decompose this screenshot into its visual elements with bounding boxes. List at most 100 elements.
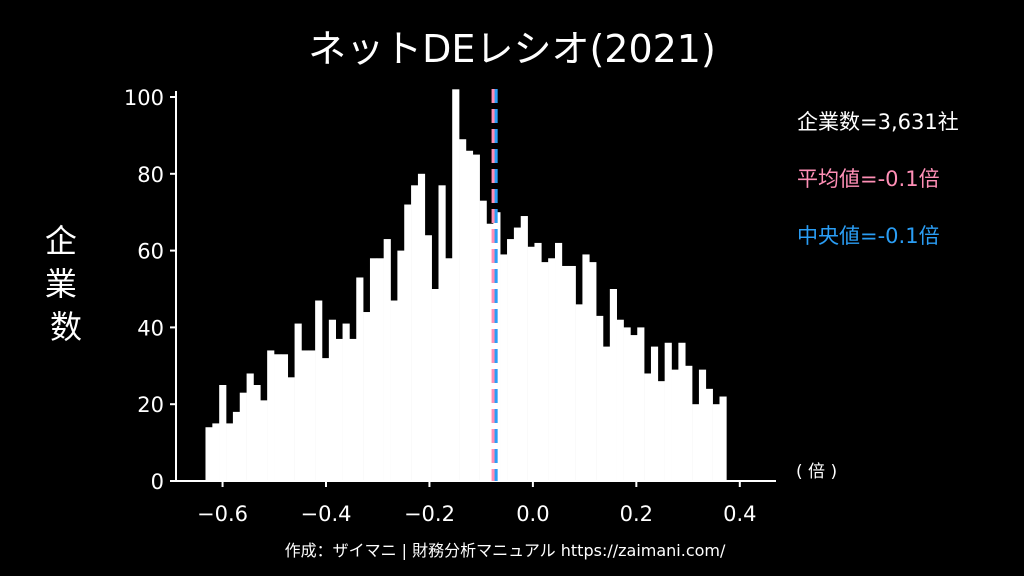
bar <box>294 323 302 481</box>
bar <box>308 350 316 481</box>
bar <box>534 242 542 481</box>
bar <box>705 388 713 481</box>
bar <box>623 327 631 481</box>
y-axis-label: 企 業 数 <box>45 222 87 346</box>
bar <box>205 427 213 481</box>
bar <box>664 342 672 481</box>
mean-annotation: 平均値=-0.1倍 <box>797 167 940 191</box>
x-tick-label: −0.6 <box>197 502 248 526</box>
bar <box>575 304 583 481</box>
bar <box>431 289 439 481</box>
bar <box>397 250 405 481</box>
axes <box>175 91 776 482</box>
x-tick-label: −0.4 <box>301 502 352 526</box>
bar <box>445 258 453 481</box>
x-tick-label: 0.2 <box>620 502 653 526</box>
bar <box>417 173 426 482</box>
bar <box>267 350 275 481</box>
bar <box>376 258 384 481</box>
y-tick-label: 0 <box>151 470 164 494</box>
x-tick-label: −0.2 <box>404 502 455 526</box>
y-axis-label-char-3: 数 <box>50 308 82 346</box>
bar <box>301 350 309 481</box>
y-axis-label-char-2: 業 <box>45 265 77 303</box>
bar <box>438 185 446 481</box>
bar <box>493 212 501 481</box>
bar <box>226 423 234 481</box>
bar <box>582 254 590 481</box>
bar <box>363 312 371 481</box>
bar <box>342 323 350 481</box>
y-tick-label: 40 <box>137 316 164 340</box>
bar <box>589 262 597 481</box>
bar <box>356 277 364 481</box>
bar <box>657 381 665 481</box>
y-tick-label: 80 <box>137 163 164 187</box>
ticks: 0 20 40 60 80 100 −0.6 −0.4 −0.2 0.0 0.2 0.4 <box>124 86 757 526</box>
bar <box>479 200 487 481</box>
bar <box>369 258 378 481</box>
bar <box>315 300 323 481</box>
bar <box>246 373 254 481</box>
bar <box>287 377 295 481</box>
bar <box>472 154 480 481</box>
bar <box>561 265 570 481</box>
y-axis-label-char-1: 企 <box>45 222 77 260</box>
median-annotation: 中央値=-0.1倍 <box>797 224 940 248</box>
chart-title: ネットDEレシオ(2021) <box>308 27 716 71</box>
bar <box>500 254 508 481</box>
bar <box>212 423 220 481</box>
bar <box>486 223 494 481</box>
y-tick-label: 60 <box>137 240 164 264</box>
bar <box>541 262 549 481</box>
bar <box>568 265 576 481</box>
bar <box>260 400 268 481</box>
bar <box>602 346 611 481</box>
bar <box>452 89 460 481</box>
bar <box>555 242 563 481</box>
bar <box>253 385 261 481</box>
bar <box>335 338 343 481</box>
bar <box>465 150 474 481</box>
bar <box>321 358 330 481</box>
histogram-bars <box>205 89 727 482</box>
bar <box>671 369 679 481</box>
bar <box>404 204 412 481</box>
x-tick-label: 0.4 <box>723 502 756 526</box>
y-tick-label: 100 <box>124 86 164 110</box>
footer-credit: 作成：ザイマニ | 財務分析マニュアル https://zaimani.com/ <box>285 541 726 560</box>
bar <box>280 354 289 481</box>
bar <box>678 342 686 481</box>
bar <box>513 227 522 481</box>
y-tick-label: 20 <box>137 393 164 417</box>
bar <box>219 385 227 481</box>
bar <box>712 404 720 481</box>
bar <box>239 392 247 481</box>
bar <box>637 327 645 481</box>
bar <box>609 289 617 481</box>
bar <box>630 335 638 481</box>
bar <box>349 338 357 481</box>
bar <box>424 235 432 481</box>
bar <box>719 396 727 481</box>
bar <box>548 258 556 481</box>
bar <box>685 365 693 481</box>
bar <box>383 239 391 481</box>
bar <box>507 239 515 481</box>
bar <box>520 216 528 482</box>
x-axis-unit: ( 倍 ) <box>796 462 837 482</box>
bar <box>698 369 707 481</box>
bar <box>650 346 659 481</box>
count-annotation: 企業数=3,631社 <box>797 110 959 134</box>
bar <box>644 373 652 481</box>
bar <box>390 300 398 481</box>
bar <box>596 315 604 481</box>
bar <box>274 354 282 481</box>
bar <box>616 319 624 481</box>
bar <box>692 404 700 481</box>
bar <box>328 319 336 481</box>
bar <box>232 411 241 481</box>
bar <box>411 185 419 481</box>
x-tick-label: 0.0 <box>516 502 549 526</box>
